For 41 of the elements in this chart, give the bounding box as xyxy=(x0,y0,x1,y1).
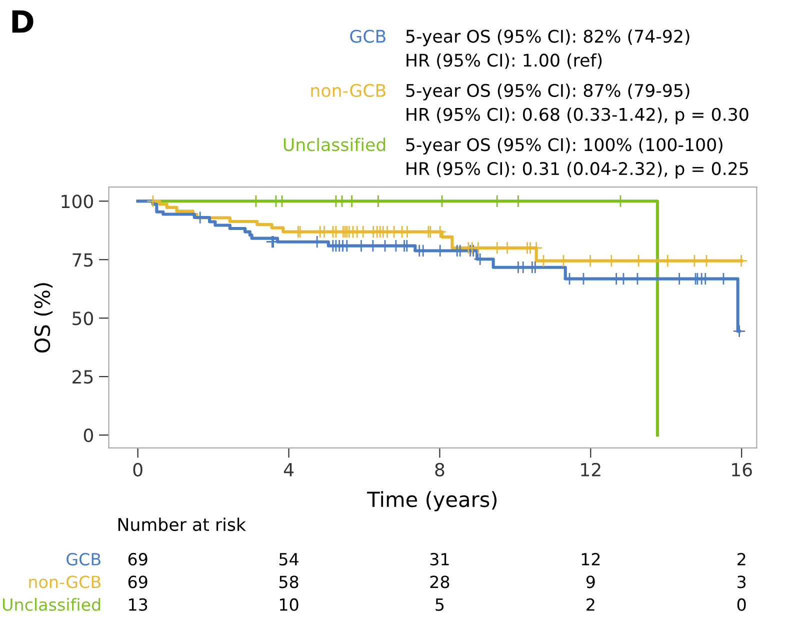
x-tick-label: 4 xyxy=(284,463,294,476)
chart-title: D xyxy=(12,10,34,33)
text: non-GCB xyxy=(29,576,100,588)
text: 5 xyxy=(436,598,444,611)
text: 5-year OS (95% CI): 100% (100-100) xyxy=(406,138,722,155)
text: 3 xyxy=(738,576,746,588)
text: 10 xyxy=(280,598,298,611)
text: 69 xyxy=(128,552,148,566)
text: non-GCB xyxy=(311,84,386,98)
text: 5-year OS (95% CI): 82% (74-92) xyxy=(406,29,690,46)
text: 2 xyxy=(738,552,746,566)
text: HR (95% CI): 0.68 (0.33-1.42), p = 0.30 xyxy=(406,108,748,124)
x-tick-label: 0 xyxy=(133,462,142,476)
text: Number at risk xyxy=(118,518,246,532)
text: 9 xyxy=(586,576,595,588)
x-tick-label: 16 xyxy=(732,462,752,476)
text: 54 xyxy=(279,553,298,566)
text: HR (95% CI): 0.31 (0.04-2.32), p = 0.25 xyxy=(406,162,748,178)
y-tick-label: 50 xyxy=(72,312,93,326)
y-tick-label: 75 xyxy=(72,253,93,267)
y-tick-label: 25 xyxy=(72,370,93,384)
text: 12 xyxy=(582,552,600,566)
text: GCB xyxy=(66,552,100,566)
text: 13 xyxy=(129,598,148,611)
text: 5-year OS (95% CI): 87% (79-95) xyxy=(406,84,690,100)
y-tick-label: 100 xyxy=(62,194,93,208)
text: 31 xyxy=(430,552,449,566)
x-axis-title: Time (years) xyxy=(367,491,497,512)
text: 58 xyxy=(279,576,298,588)
text: GCB xyxy=(350,30,386,43)
text: Unclassified xyxy=(284,138,386,152)
x-tick-label: 12 xyxy=(581,462,600,476)
text: 69 xyxy=(128,576,148,588)
y-axis-title: OS (%) xyxy=(34,283,53,352)
text: 2 xyxy=(586,598,594,611)
text: 28 xyxy=(430,576,450,588)
text: Unclassified xyxy=(2,598,100,611)
text: 0 xyxy=(737,598,746,611)
y-tick-label: 0 xyxy=(84,428,93,442)
text: HR (95% CI): 1.00 (ref) xyxy=(406,53,602,69)
x-tick-label: 8 xyxy=(435,462,444,476)
